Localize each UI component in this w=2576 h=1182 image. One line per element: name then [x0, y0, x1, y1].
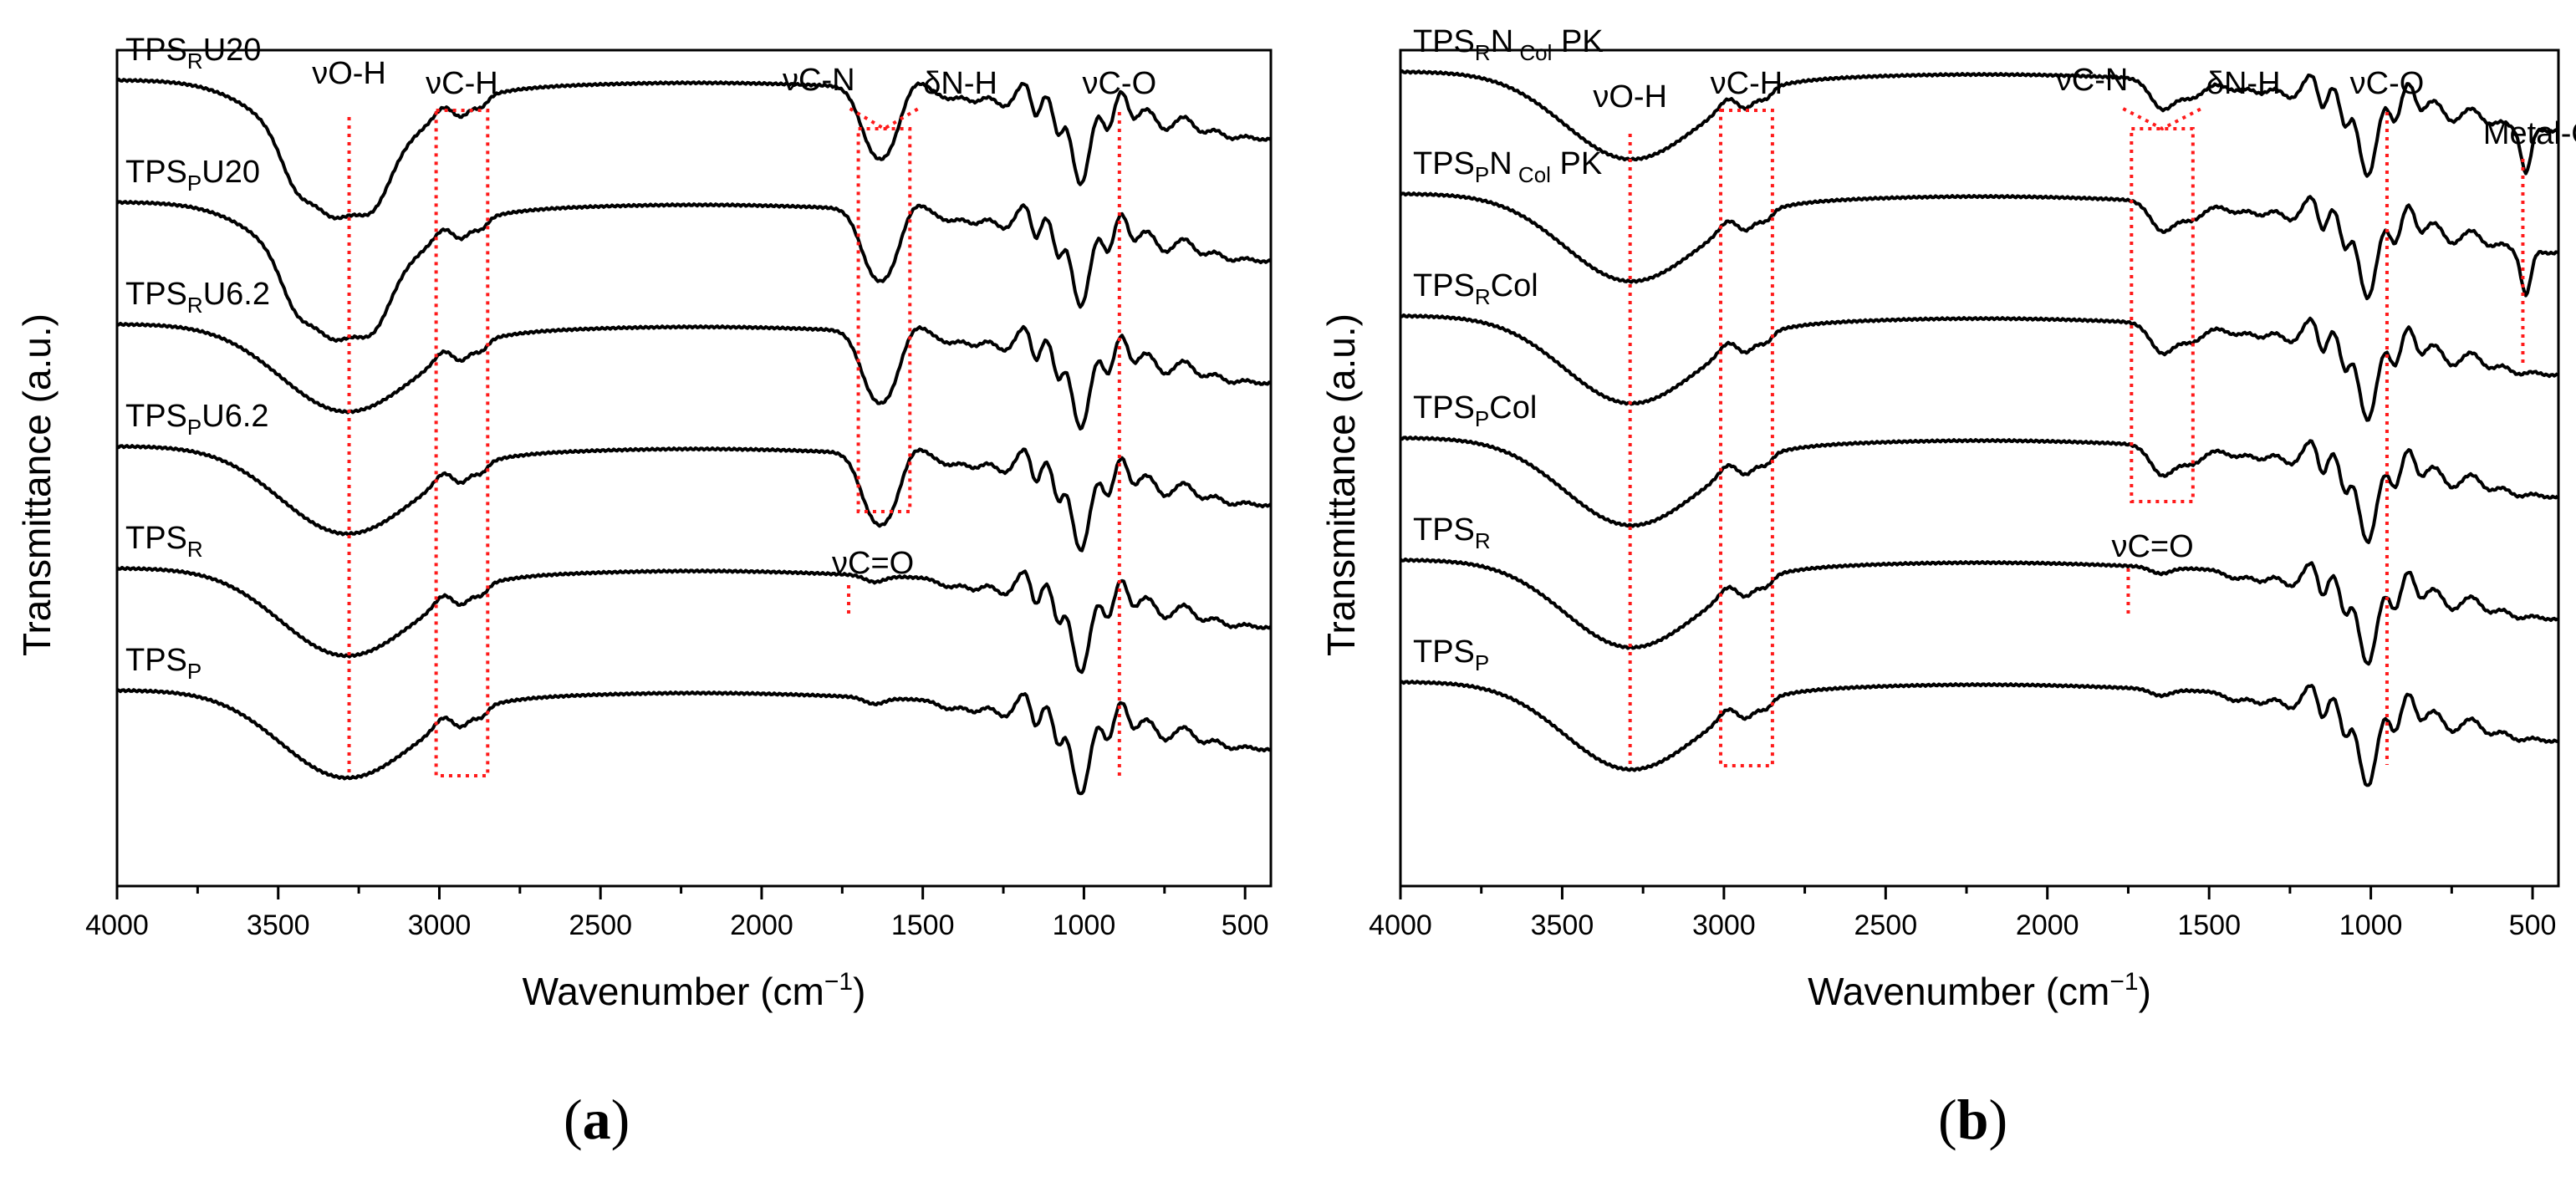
panel-b-tick-label: 2000 [2016, 909, 2079, 941]
panel-a-series-TPS_RU20 [115, 77, 1272, 221]
panel-b-annotation: νO-H [1593, 79, 1667, 115]
panel-a-series-label: TPSPU6.2 [125, 399, 269, 440]
panel-b-letter: b [1956, 1088, 1989, 1151]
panel-a-annotation: νC=O [832, 546, 914, 581]
panel-a-tick-label: 1500 [891, 909, 955, 941]
panel-b-tick-label: 1000 [2339, 909, 2403, 941]
panel-b-series-TPS_PN_ColPK [1399, 191, 2558, 301]
panel-a-label: (a) [564, 1088, 630, 1151]
panel-b-urea-connector [2122, 107, 2202, 131]
panel-a-tick-label: 4000 [85, 909, 149, 941]
panel-b-annotation: Metal-O [2483, 116, 2576, 151]
panel-b-series-TPS_R [1399, 557, 2558, 666]
panel-b-series-TPS_RCol [1400, 313, 2559, 422]
panel-a-tick-label: 2500 [569, 909, 632, 941]
panel-b-urea-box [2130, 127, 2195, 503]
panel-b-series-TPS_PCol [1399, 436, 2559, 544]
panel-a-urea-box [856, 127, 912, 513]
panel-a-tick-label: 1000 [1053, 909, 1116, 941]
panel-b-series-label: TPSPN Col PK [1413, 146, 1602, 187]
panel-a-tick-label: 2000 [730, 909, 793, 941]
panel-a-annotation: νC-H [426, 66, 498, 101]
panel-a-series-TPS_P [116, 688, 1272, 796]
panel-b-series-label: TPSR [1413, 512, 1491, 553]
panel-a-xlabel: Wavenumber (cm−1) [523, 968, 866, 1013]
panel-b-tick-label: 500 [2509, 909, 2557, 941]
panel-a-frame [115, 48, 1273, 888]
panel-a-chart: 4000 3500 3000 2500 2000 1500 1000 500 Wavenumbe… [15, 33, 1273, 1013]
panel-b-tick-label: 1500 [2177, 909, 2241, 941]
panel-b-frame [1399, 48, 2560, 888]
panel-a-series-label: TPSR [125, 521, 203, 562]
panel-b-series-label: TPSP [1413, 634, 1489, 675]
panel-a-series-label: TPSPU20 [125, 155, 260, 196]
panel-b-series-label: TPSRCol [1413, 268, 1538, 309]
panel-b-tick-label: 3500 [1531, 909, 1594, 941]
panel-b-annotation: νC-N [2056, 63, 2129, 98]
panel-a-series-TPS_R [115, 565, 1273, 675]
panel-b-tick-label: 2500 [1854, 909, 1917, 941]
panel-b-label: (b) [1938, 1088, 2008, 1151]
panel-b-annotation: νC=O [2111, 529, 2193, 564]
panel-a-tick-label: 3000 [408, 909, 472, 941]
panel-b-series-TPS_P [1400, 680, 2558, 787]
panel-b-ch-box [1719, 109, 1774, 767]
panel-a-series-TPS_PU6.2 [115, 444, 1273, 553]
panel-a-letter: a [582, 1088, 611, 1151]
panel-b-series-label: TPSPCol [1413, 390, 1537, 431]
panel-a-series-TPS_PU20 [115, 200, 1273, 343]
panel-a-tick-label: 500 [1222, 909, 1269, 941]
panel-a-annotation: δN-H [923, 66, 997, 101]
panel-b-annotation: δN-H [2206, 66, 2281, 101]
panel-a-ch-box [434, 109, 490, 777]
panel-b-xlabel: Wavenumber (cm−1) [1808, 968, 2151, 1013]
panel-a-series-TPS_RU6.2 [116, 321, 1272, 431]
panel-a-annotation: νC-N [783, 63, 855, 98]
panel-b-annotation: νC-O [2350, 66, 2425, 101]
panel-b-chart: 4000 3500 3000 2500 2000 1500 1000 500 Wavenumbe… [1319, 24, 2576, 1013]
panel-a-series-label: TPSP [125, 643, 201, 684]
panel-a-series-label: TPSRU20 [125, 33, 261, 74]
panel-a-annotation: νC-O [1082, 66, 1156, 101]
panel-a-ylabel: Transmittance (a.u.) [15, 313, 59, 656]
panel-a-tick-label: 3500 [247, 909, 310, 941]
panel-a-annotation: νO-H [312, 56, 386, 91]
panel-b-series-label: TPSRN Col PK [1413, 24, 1604, 65]
panel-b-tick-label: 3000 [1692, 909, 1756, 941]
panel-a-series-label: TPSRU6.2 [125, 277, 270, 318]
panel-b-ylabel: Transmittance (a.u.) [1319, 313, 1363, 656]
panel-b-annotation: νC-H [1711, 66, 1783, 101]
panel-b-series-TPS_RN_ColPK [1399, 69, 2559, 178]
panel-b-tick-label: 4000 [1369, 909, 1432, 941]
